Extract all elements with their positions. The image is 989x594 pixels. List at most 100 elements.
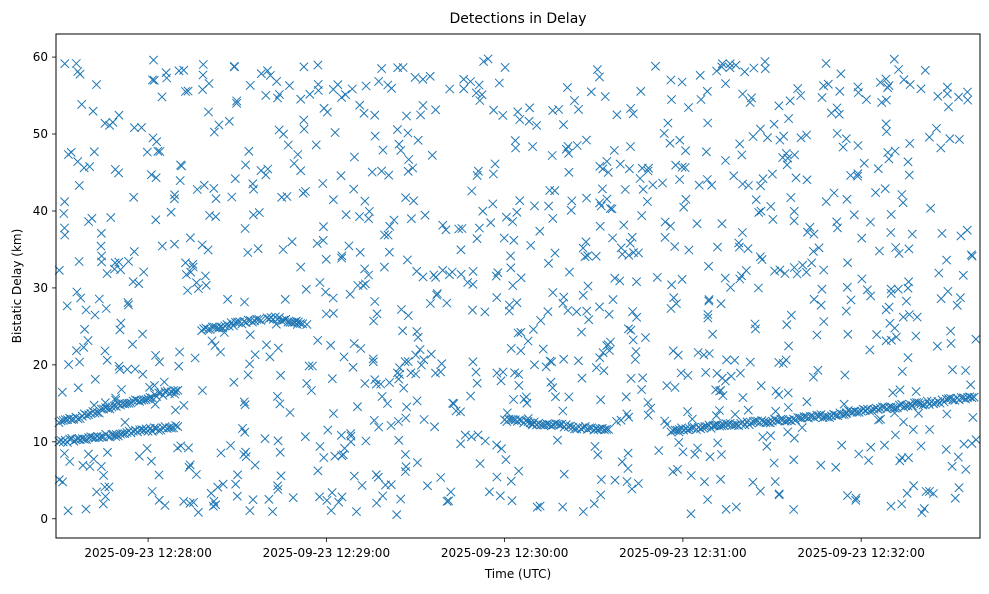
data-point xyxy=(628,335,638,345)
data-point xyxy=(412,266,422,276)
data-point xyxy=(543,258,554,268)
data-point xyxy=(355,247,365,257)
data-point xyxy=(274,125,284,135)
data-point xyxy=(666,75,676,85)
data-point xyxy=(861,95,871,105)
data-point xyxy=(357,480,367,490)
data-point xyxy=(564,392,574,402)
data-point xyxy=(393,63,403,73)
data-point xyxy=(671,299,681,309)
data-point xyxy=(623,324,634,334)
data-point xyxy=(293,149,303,160)
data-point xyxy=(890,403,900,413)
data-point xyxy=(171,386,181,396)
data-point xyxy=(650,61,661,71)
data-point xyxy=(431,105,441,115)
data-point xyxy=(386,420,396,431)
data-point xyxy=(966,250,976,260)
data-point xyxy=(895,385,905,395)
data-point xyxy=(491,271,501,281)
data-point xyxy=(313,60,323,70)
data-point xyxy=(829,188,839,198)
data-point xyxy=(100,118,110,128)
data-point xyxy=(767,169,777,179)
data-point xyxy=(789,504,799,515)
data-point xyxy=(74,180,84,190)
data-point xyxy=(758,174,768,184)
data-point xyxy=(789,216,799,226)
data-point xyxy=(137,329,148,339)
data-point xyxy=(438,220,448,230)
data-point xyxy=(394,374,404,384)
data-point xyxy=(136,123,147,133)
data-point xyxy=(379,230,390,240)
data-point xyxy=(843,258,853,268)
data-point xyxy=(971,334,981,344)
data-point xyxy=(98,499,108,509)
data-point xyxy=(215,347,226,357)
data-point xyxy=(227,192,237,202)
data-point xyxy=(532,120,542,130)
data-point xyxy=(720,155,731,166)
data-point xyxy=(348,362,358,372)
data-point xyxy=(695,70,705,80)
data-point xyxy=(129,192,139,202)
data-point xyxy=(602,194,612,204)
data-point xyxy=(909,481,919,491)
data-point xyxy=(396,304,406,315)
data-point xyxy=(608,295,618,305)
data-point xyxy=(954,92,964,102)
y-axis-label: Bistatic Delay (km) xyxy=(10,229,24,344)
data-point xyxy=(230,174,240,184)
data-point xyxy=(314,492,325,502)
data-point xyxy=(812,330,822,340)
data-point xyxy=(535,501,545,511)
data-point xyxy=(506,476,516,486)
data-point xyxy=(81,305,91,315)
data-point xyxy=(749,63,759,73)
data-point xyxy=(394,435,404,445)
data-point xyxy=(472,378,482,388)
data-point xyxy=(116,318,126,328)
data-point xyxy=(415,345,425,355)
data-point xyxy=(925,424,935,435)
data-point xyxy=(907,229,917,239)
data-point xyxy=(330,128,340,138)
data-point xyxy=(179,496,189,506)
data-point xyxy=(184,462,194,472)
data-point xyxy=(583,281,593,291)
data-point xyxy=(328,195,338,205)
data-point xyxy=(442,496,452,506)
data-point xyxy=(851,495,861,505)
data-point xyxy=(853,169,863,179)
data-point xyxy=(378,491,388,501)
data-point xyxy=(843,329,853,339)
data-point xyxy=(66,147,76,157)
data-point xyxy=(911,387,921,397)
data-point xyxy=(617,457,627,467)
data-point xyxy=(79,163,89,173)
data-point xyxy=(400,449,410,459)
data-point xyxy=(198,70,208,80)
data-point xyxy=(463,277,473,288)
data-point xyxy=(169,385,179,396)
data-point xyxy=(410,72,420,82)
data-point xyxy=(883,83,893,93)
data-point xyxy=(467,186,477,196)
data-point xyxy=(211,500,221,510)
data-point xyxy=(677,77,687,87)
data-point xyxy=(498,367,508,377)
data-point xyxy=(411,350,421,360)
data-point xyxy=(630,354,640,365)
data-point xyxy=(578,243,588,253)
data-point xyxy=(672,425,682,435)
data-point xyxy=(808,372,819,382)
data-point xyxy=(73,414,83,424)
data-point xyxy=(60,59,70,69)
data-point xyxy=(465,76,476,87)
data-point xyxy=(471,88,481,98)
data-point xyxy=(229,377,239,387)
data-point xyxy=(223,294,233,304)
data-point xyxy=(402,255,412,265)
data-point xyxy=(646,403,656,413)
